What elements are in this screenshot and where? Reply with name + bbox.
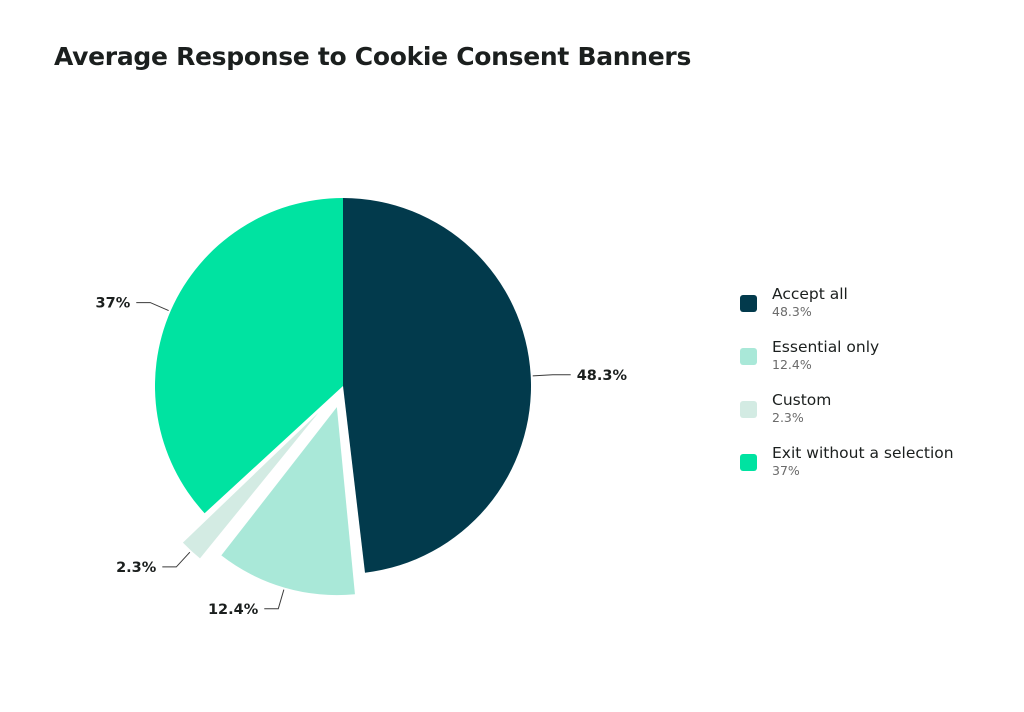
pie-slice-accept-all xyxy=(343,198,532,573)
legend-value: 37% xyxy=(772,463,800,478)
legend-value: 12.4% xyxy=(772,357,812,372)
legend-label: Custom xyxy=(772,391,832,409)
legend-label: Essential only xyxy=(772,338,880,356)
data-label-essential-only: 12.4% xyxy=(208,602,259,618)
legend-swatch xyxy=(740,348,757,365)
leader-line-essential-only xyxy=(264,589,285,610)
legend-item-custom: Custom 2.3% xyxy=(740,390,954,443)
legend-item-essential-only: Essential only 12.4% xyxy=(740,337,954,390)
legend-swatch xyxy=(740,295,757,312)
legend-label: Exit without a selection xyxy=(772,444,954,462)
legend-value: 48.3% xyxy=(772,304,812,319)
legend-value: 2.3% xyxy=(772,410,804,425)
pie-slice-exit-without-a-selection xyxy=(154,198,343,514)
legend: Accept all 48.3% Essential only 12.4% Custom… xyxy=(740,284,954,496)
legend-label: Accept all xyxy=(772,285,848,303)
data-label-exit-without-a-selection: 37% xyxy=(96,296,131,312)
pie-slice-custom xyxy=(182,412,319,559)
pie-slice-essential-only xyxy=(221,407,355,596)
legend-swatch xyxy=(740,401,757,418)
legend-item-exit-without-a-selection: Exit without a selection 37% xyxy=(740,443,954,496)
data-label-accept-all: 48.3% xyxy=(577,368,628,384)
legend-item-accept-all: Accept all 48.3% xyxy=(740,284,954,337)
chart-title: Average Response to Cookie Consent Banne… xyxy=(54,42,692,71)
leader-line-exit-without-a-selection xyxy=(136,302,169,312)
data-label-custom: 2.3% xyxy=(116,560,157,576)
leader-line-accept-all xyxy=(532,374,571,377)
leader-line-custom xyxy=(162,551,191,568)
legend-swatch xyxy=(740,454,757,471)
